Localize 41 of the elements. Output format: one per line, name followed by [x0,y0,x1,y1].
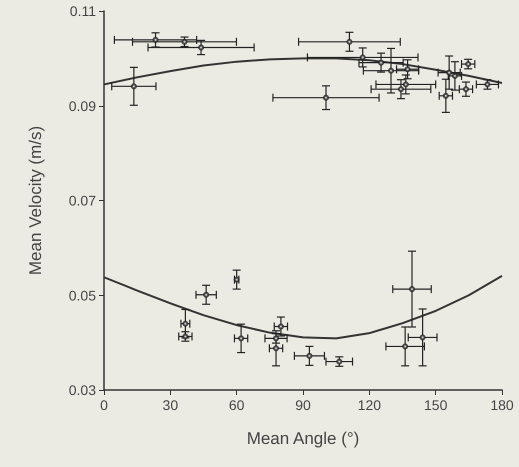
point [452,72,458,79]
point [402,343,408,350]
x-tick-label: 30 [162,397,178,413]
point [323,94,329,101]
x-tick-label: 120 [358,397,382,413]
point [203,292,210,298]
point [446,70,452,76]
point [442,92,449,99]
x-tick-label: 60 [228,397,245,413]
point [273,345,280,352]
point [409,286,416,292]
x-tick-label: 90 [295,397,311,413]
point [152,36,159,43]
point [378,60,384,66]
x-tick-label: 180 [490,397,514,413]
point [238,335,244,342]
y-tick-label: 0.11 [70,3,96,19]
point [462,86,469,92]
point [181,38,188,45]
point [306,352,312,359]
point [388,68,394,74]
point [336,358,342,365]
x-tick-label: 0 [100,397,108,413]
point [346,38,352,45]
point [182,320,188,327]
point [278,324,284,330]
point [484,81,490,88]
x-tick-label: 150 [424,397,448,413]
point [398,86,404,92]
y-tick-label: 0.07 [68,192,96,208]
y-axis-title: Mean Velocity (m/s) [26,126,45,276]
point [198,44,204,50]
point [402,81,409,88]
y-tick-label: 0.05 [68,287,96,304]
y-tick-label: 0.09 [68,98,96,114]
y-tick-label: 0.03 [68,382,96,398]
point [360,54,366,60]
point [420,334,426,340]
x-axis-title: Mean Angle (°) [246,429,360,448]
point [404,66,411,72]
point [130,83,137,90]
